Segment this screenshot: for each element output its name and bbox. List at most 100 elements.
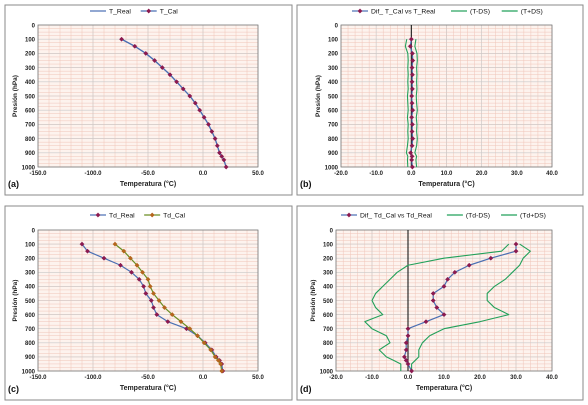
y-tick-label: 200 (328, 52, 339, 58)
chart-panel-1: 0 100 200 300 400 500 600 700 800 900 1000-150.0 -1… (4, 4, 293, 196)
legend-label: Td_Cal (163, 213, 185, 220)
legend: T_Real T_Cal (90, 9, 178, 16)
x-tick-label: 0.0 (199, 171, 208, 177)
y-tick-label: 400 (25, 80, 36, 86)
chart-panel-3: 0 100 200 300 400 500 600 700 800 900 1000-150.0 -1… (4, 205, 293, 401)
data-point (212, 136, 218, 142)
x-tick-label: 30.0 (510, 375, 522, 381)
data-point (409, 114, 415, 120)
chart-panel-2: 0 100 200 300 400 500 600 700 800 900 1000-20.0 -10… (296, 4, 584, 196)
y-tick-label: 100 (25, 242, 36, 248)
data-point (423, 319, 429, 325)
legend-swatch-marker (357, 8, 363, 14)
x-tick-label: 0.0 (404, 375, 413, 381)
data-point (430, 290, 436, 296)
y-tick-label: 0 (32, 23, 36, 29)
y-tick-label: 400 (25, 285, 36, 291)
y-tick-label: 800 (328, 137, 339, 143)
data-point (212, 354, 218, 360)
data-point (148, 298, 154, 303)
data-point (410, 136, 416, 142)
data-point (154, 312, 160, 318)
y-tick-label: 800 (25, 137, 36, 143)
data-point (162, 305, 167, 311)
y-tick-label: 600 (328, 109, 339, 115)
y-tick-label: 0 (335, 23, 339, 29)
data-point (466, 262, 472, 268)
y-tick-label: 300 (323, 271, 334, 277)
y-tick-label: 900 (323, 355, 334, 361)
y-tick-label: 0 (32, 228, 36, 234)
legend: Dif_ Td_Cal vs Td_Real (Td-DS) (Td+DS) (341, 213, 546, 220)
y-axis-title: Presión (hPa) (310, 280, 317, 322)
y-tick-label: 100 (328, 38, 339, 44)
data-point (152, 58, 158, 63)
y-tick-label: 900 (25, 151, 36, 157)
data-point (145, 276, 151, 282)
y-tick-label: 300 (328, 66, 339, 72)
y-tick-label: 500 (25, 94, 36, 100)
y-tick-label: 1000 (325, 165, 339, 171)
data-point (132, 43, 138, 49)
legend-item: T_Real (90, 9, 131, 16)
y-tick-label: 700 (25, 123, 36, 129)
y-tick-label: 0 (330, 228, 334, 234)
legend-item: (Td+DS) (501, 213, 546, 220)
data-point (143, 290, 149, 296)
x-tick-label: -150.0 (29, 171, 47, 177)
data-point (147, 283, 153, 289)
y-tick-label: 200 (25, 52, 36, 58)
data-point (187, 93, 193, 99)
legend-item: T_Cal (140, 9, 178, 16)
legend-label: (T-DS) (470, 9, 490, 16)
data-point (409, 100, 415, 106)
data-point (430, 298, 436, 303)
data-point (409, 72, 415, 78)
y-tick-label: 500 (328, 94, 339, 100)
data-point (408, 150, 414, 156)
data-point (441, 283, 447, 289)
y-tick-label: 900 (25, 355, 36, 361)
data-point (79, 241, 85, 247)
y-tick-label: 400 (323, 285, 334, 291)
data-point (151, 290, 156, 296)
data-point (409, 129, 415, 134)
data-point (101, 255, 107, 261)
data-point (112, 241, 118, 247)
data-point (201, 340, 207, 346)
x-tick-label: -20.0 (334, 171, 348, 177)
data-point (127, 255, 133, 261)
data-point (409, 164, 415, 170)
series-markers-2 (112, 241, 225, 374)
data-point (513, 248, 519, 254)
data-point (136, 276, 142, 282)
data-point (409, 65, 415, 71)
data-point (180, 86, 186, 92)
x-tick-label: -150.0 (29, 375, 47, 381)
y-tick-label: 100 (323, 242, 334, 248)
data-point (195, 333, 200, 339)
x-tick-label: 50.0 (252, 375, 264, 381)
data-point (434, 305, 440, 311)
data-point (401, 354, 407, 360)
data-point (197, 107, 203, 113)
data-point (165, 319, 171, 325)
legend-item: (T-DS) (451, 9, 490, 16)
legend: Dif_ T_Cal vs T_Real (T-DS) (T+DS) (352, 9, 543, 16)
data-point (159, 65, 165, 71)
legend-swatch-marker (95, 212, 101, 218)
x-tick-label: -10.0 (365, 375, 379, 381)
data-point (403, 340, 409, 346)
series-markers-1 (407, 36, 416, 170)
series-line-3 (411, 243, 531, 371)
y-tick-label: 1000 (22, 369, 36, 375)
series-line-2 (364, 243, 510, 371)
x-tick-label: 10.0 (441, 171, 453, 177)
x-tick-label: 20.0 (474, 375, 486, 381)
data-point (85, 248, 90, 254)
y-tick-label: 1000 (320, 369, 334, 375)
x-tick-label: -100.0 (84, 171, 102, 177)
data-point (223, 164, 229, 170)
data-point (219, 368, 225, 374)
data-point (169, 312, 175, 318)
